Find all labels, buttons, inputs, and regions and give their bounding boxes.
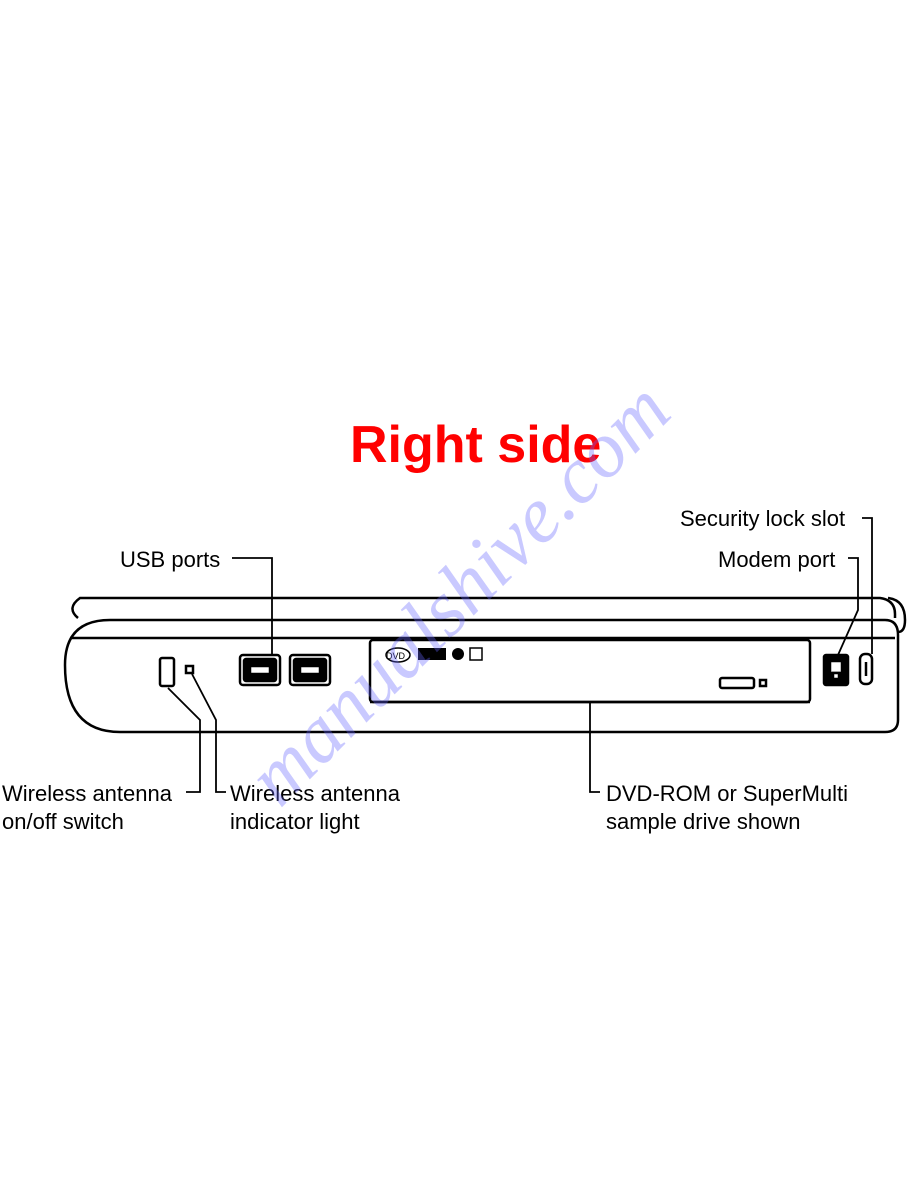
svg-text:DVD: DVD bbox=[386, 651, 406, 661]
laptop-side-diagram: DVD bbox=[0, 0, 918, 1188]
